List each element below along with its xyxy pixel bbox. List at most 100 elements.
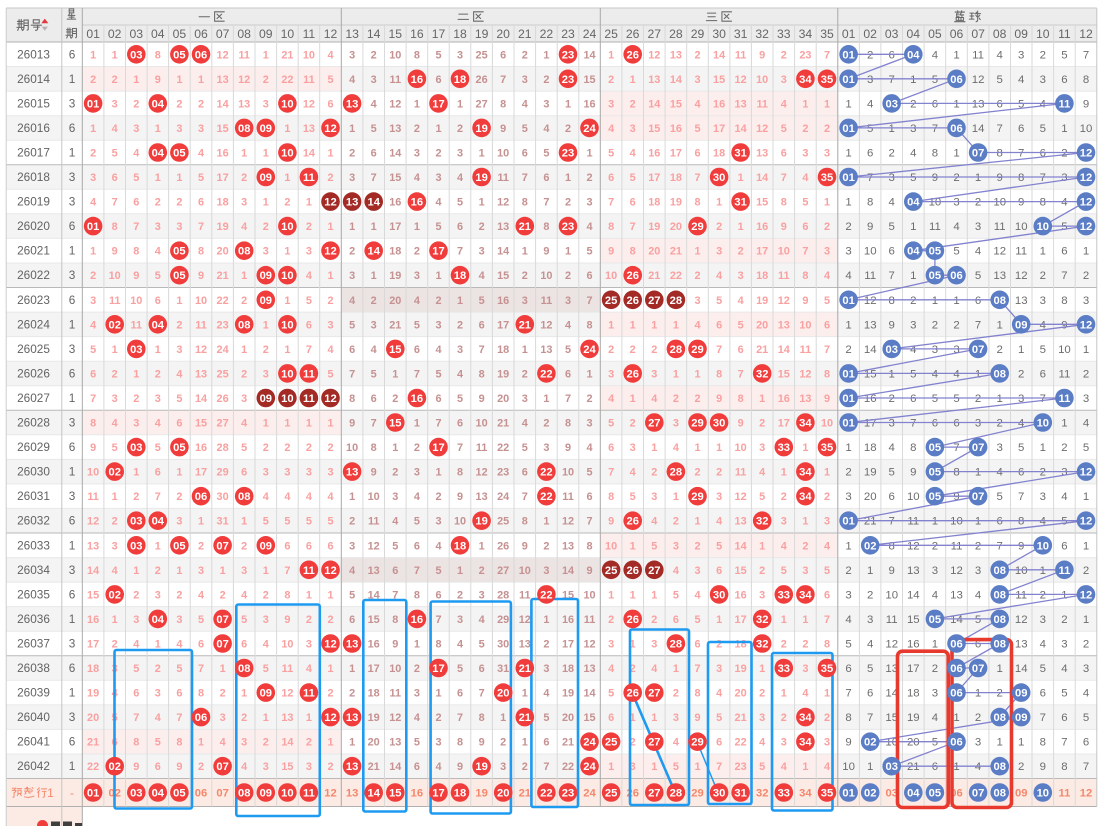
svg-text:5: 5	[716, 295, 722, 307]
svg-text:2: 2	[824, 491, 830, 503]
svg-text:5: 5	[608, 418, 614, 430]
svg-text:13: 13	[907, 565, 920, 577]
svg-text:3: 3	[176, 344, 182, 356]
svg-text:8: 8	[198, 246, 204, 258]
svg-text:05: 05	[929, 442, 941, 454]
svg-text:4: 4	[241, 221, 247, 233]
svg-text:12: 12	[1080, 221, 1092, 233]
svg-text:7: 7	[90, 393, 96, 405]
svg-text:1: 1	[932, 516, 938, 528]
svg-text:1: 1	[1083, 491, 1089, 503]
svg-text:26015: 26015	[17, 96, 50, 110]
svg-text:08: 08	[993, 27, 1007, 41]
svg-text:8: 8	[932, 148, 938, 160]
svg-text:31: 31	[734, 788, 746, 800]
svg-text:3: 3	[263, 368, 269, 380]
svg-text:22: 22	[670, 270, 682, 282]
svg-text:10: 10	[497, 148, 509, 160]
svg-text:17: 17	[432, 442, 444, 454]
svg-text:6: 6	[69, 366, 76, 380]
svg-text:16: 16	[411, 74, 423, 86]
svg-text:6: 6	[975, 639, 981, 651]
svg-text:2: 2	[630, 737, 636, 749]
svg-text:11: 11	[368, 516, 380, 528]
svg-text:11: 11	[541, 295, 553, 307]
svg-text:3: 3	[327, 467, 333, 479]
svg-text:11: 11	[238, 49, 250, 61]
svg-text:1: 1	[673, 663, 679, 675]
svg-text:11: 11	[87, 491, 99, 503]
svg-text:15: 15	[885, 712, 898, 724]
svg-text:26013: 26013	[17, 47, 50, 61]
svg-text:13: 13	[346, 639, 358, 651]
svg-text:3: 3	[522, 295, 528, 307]
svg-text:1: 1	[349, 221, 355, 233]
svg-text:9: 9	[1040, 761, 1046, 773]
svg-text:8: 8	[284, 589, 290, 601]
svg-text:14: 14	[367, 788, 380, 800]
svg-text:21: 21	[519, 788, 531, 800]
svg-text:7: 7	[1083, 761, 1089, 773]
svg-text:1: 1	[263, 197, 269, 209]
svg-text:12: 12	[1080, 516, 1092, 528]
svg-text:14: 14	[281, 737, 293, 749]
svg-text:2: 2	[241, 295, 247, 307]
svg-text:5: 5	[543, 148, 549, 160]
svg-text:4: 4	[738, 295, 744, 307]
svg-text:4: 4	[327, 491, 333, 503]
svg-text:7: 7	[716, 344, 722, 356]
svg-text:2: 2	[694, 540, 700, 552]
svg-text:2: 2	[630, 663, 636, 675]
svg-text:18: 18	[907, 688, 920, 700]
svg-text:3: 3	[975, 418, 981, 430]
svg-text:26029: 26029	[17, 440, 50, 454]
svg-text:25: 25	[604, 27, 618, 41]
svg-text:7: 7	[997, 540, 1003, 552]
svg-text:3: 3	[1083, 663, 1089, 675]
svg-text:3: 3	[133, 123, 139, 135]
svg-text:7: 7	[824, 49, 830, 61]
svg-text:4: 4	[522, 98, 528, 110]
svg-text:26033: 26033	[17, 538, 50, 552]
svg-text:15: 15	[389, 27, 403, 41]
svg-text:4: 4	[112, 123, 118, 135]
svg-text:3: 3	[1061, 467, 1067, 479]
svg-text:12: 12	[389, 712, 401, 724]
svg-text:02: 02	[864, 788, 876, 800]
svg-text:03: 03	[130, 788, 142, 800]
svg-text:2: 2	[651, 344, 657, 356]
svg-text:4: 4	[371, 98, 377, 110]
svg-text:01: 01	[842, 516, 854, 528]
svg-text:5: 5	[241, 614, 247, 626]
svg-text:5: 5	[694, 123, 700, 135]
svg-text:5: 5	[155, 442, 161, 454]
svg-text:09: 09	[260, 172, 272, 184]
svg-text:4: 4	[263, 639, 269, 651]
svg-text:6: 6	[284, 540, 290, 552]
svg-text:05: 05	[929, 788, 941, 800]
svg-text:12: 12	[1080, 788, 1092, 800]
svg-text:4: 4	[435, 761, 441, 773]
svg-text:2: 2	[220, 589, 226, 601]
svg-text:6: 6	[69, 587, 76, 601]
svg-text:2: 2	[241, 712, 247, 724]
svg-text:9: 9	[608, 246, 614, 258]
svg-text:7: 7	[155, 491, 161, 503]
svg-text:12: 12	[583, 639, 595, 651]
svg-text:20: 20	[368, 737, 380, 749]
svg-text:12: 12	[972, 74, 985, 86]
svg-text:2: 2	[1061, 148, 1067, 160]
svg-text:02: 02	[864, 540, 876, 552]
svg-text:12: 12	[907, 540, 920, 552]
svg-text:22: 22	[540, 491, 552, 503]
svg-text:8: 8	[198, 688, 204, 700]
svg-text:05: 05	[173, 442, 185, 454]
svg-text:4: 4	[953, 368, 959, 380]
svg-text:3: 3	[263, 246, 269, 258]
svg-text:11: 11	[497, 172, 509, 184]
svg-text:18: 18	[562, 663, 574, 675]
svg-text:06: 06	[950, 123, 962, 135]
svg-text:4: 4	[975, 589, 981, 601]
svg-text:4: 4	[673, 565, 679, 577]
svg-text:17: 17	[562, 639, 574, 651]
